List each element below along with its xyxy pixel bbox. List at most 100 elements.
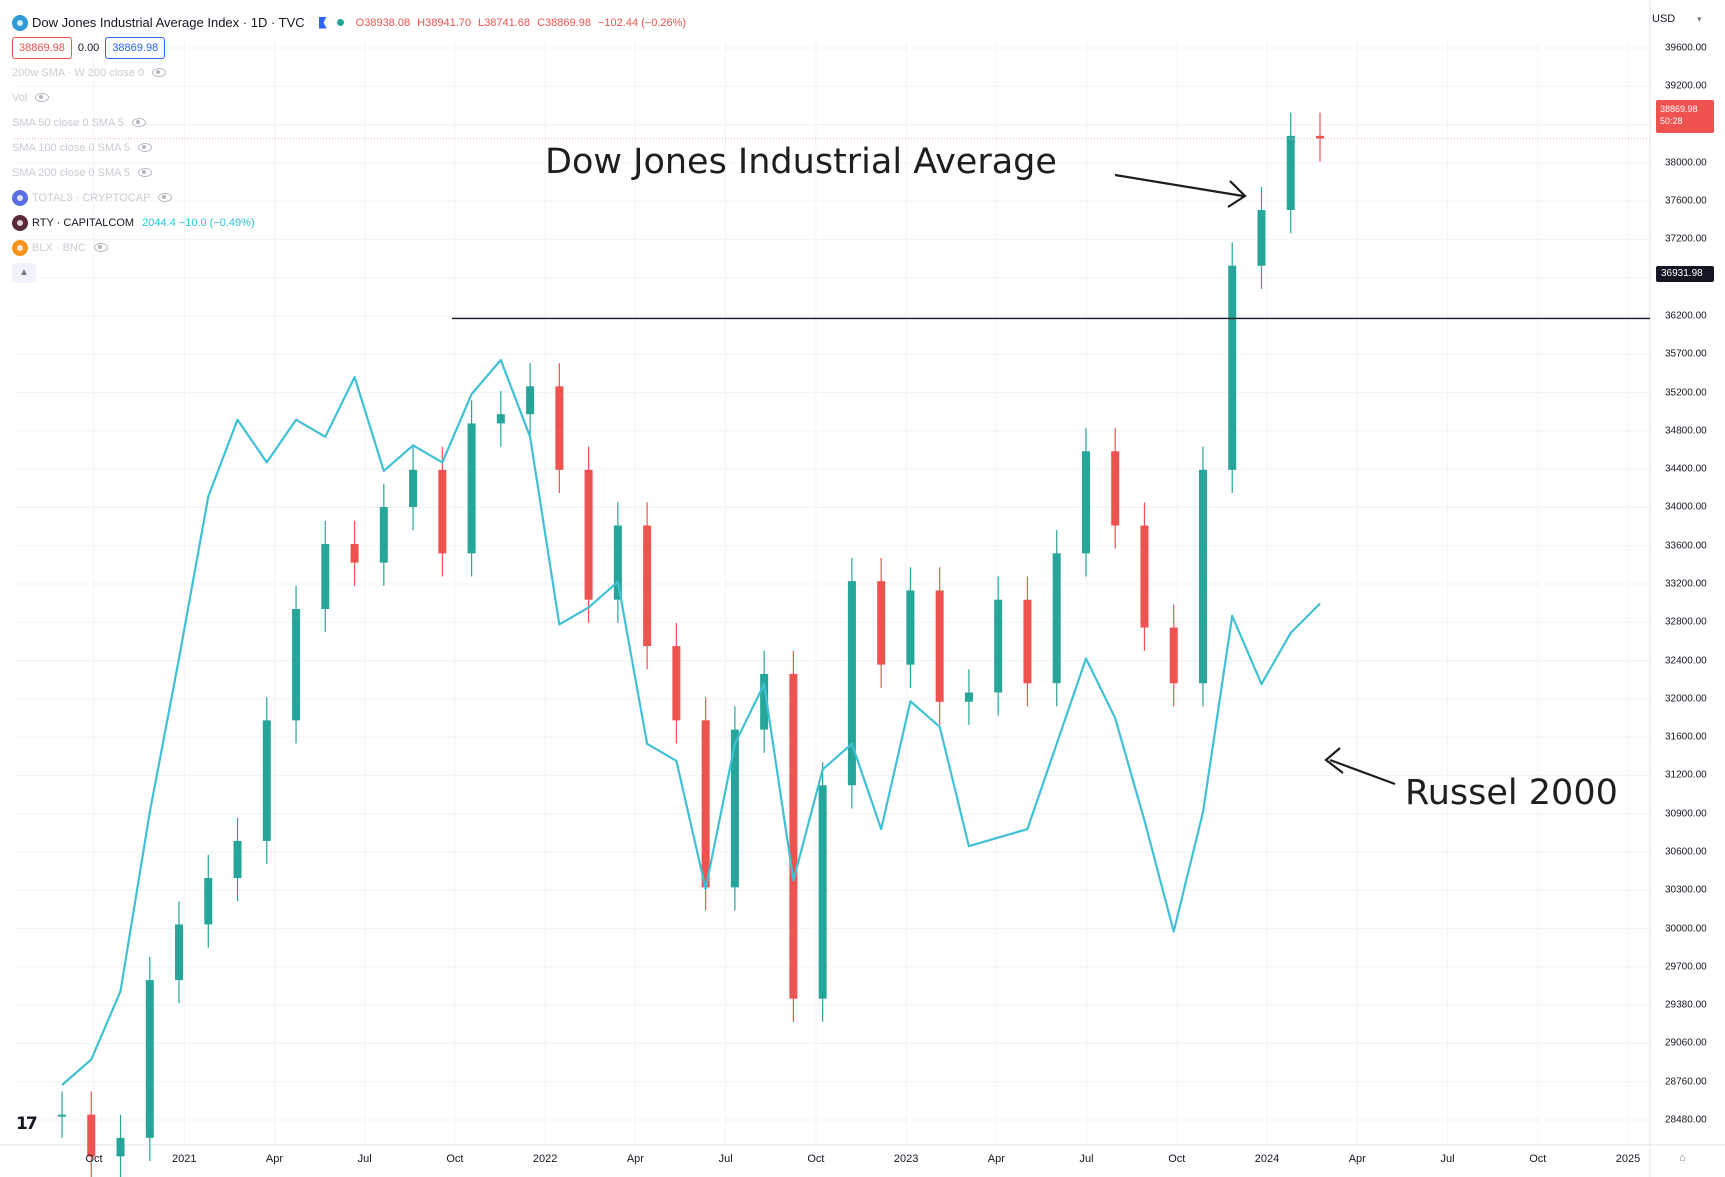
candle-body bbox=[818, 785, 827, 999]
candle-body bbox=[145, 980, 154, 1138]
main-series-row[interactable]: Dow Jones Industrial Average Index · 1D … bbox=[12, 10, 690, 35]
time-tick-label: 2021 bbox=[171, 1153, 197, 1165]
indicator-row[interactable]: RTY · CAPITALCOM 2044.4 −10.0 (−0.49%) bbox=[12, 210, 690, 235]
tradingview-logo[interactable]: 17 bbox=[16, 1114, 38, 1134]
collapse-legend-button[interactable]: ▲ bbox=[12, 262, 36, 283]
price-tick-label: 34000.00 bbox=[1665, 501, 1707, 513]
chevron-down-icon[interactable]: ▾ bbox=[1697, 14, 1702, 24]
eye-icon[interactable] bbox=[131, 118, 146, 127]
indicator-row[interactable]: Vol bbox=[12, 85, 690, 110]
candle-body bbox=[379, 506, 388, 563]
candle-body bbox=[760, 673, 769, 730]
candle-body bbox=[175, 924, 184, 981]
eye-icon[interactable] bbox=[35, 93, 50, 102]
rty-value: 2044.4 −10.0 (−0.49%) bbox=[142, 216, 255, 229]
dji-symbol-icon bbox=[12, 14, 28, 31]
time-tick-label: Jul bbox=[1079, 1153, 1094, 1165]
collapse-row: ▲ bbox=[12, 260, 690, 285]
candle-body bbox=[906, 590, 915, 665]
russell-series bbox=[61, 358, 1321, 1086]
scale-settings-icon[interactable]: ⌂ bbox=[1679, 1152, 1686, 1164]
indicator-row[interactable]: BLX · BNC bbox=[12, 235, 690, 260]
candle-body bbox=[789, 673, 798, 999]
price-tick-label: 37200.00 bbox=[1665, 233, 1707, 245]
indicator-label: Vol bbox=[12, 91, 28, 104]
candle-body bbox=[58, 1114, 66, 1117]
time-tick-label: Apr bbox=[265, 1153, 284, 1165]
time-tick-label: Oct bbox=[1529, 1153, 1547, 1165]
candle-body bbox=[701, 720, 710, 888]
russell-line[interactable] bbox=[61, 358, 1321, 1086]
indicator-row[interactable]: SMA 50 close 0 SMA 5 bbox=[12, 110, 690, 135]
candle-body bbox=[1228, 265, 1237, 470]
indicator-label: RTY · CAPITALCOM bbox=[32, 216, 135, 229]
symbol-title[interactable]: Dow Jones Industrial Average Index · 1D … bbox=[32, 14, 305, 30]
candle-body bbox=[233, 840, 242, 879]
sell-button[interactable]: 38869.98 bbox=[12, 36, 72, 59]
price-tick-label: 39600.00 bbox=[1665, 42, 1707, 54]
time-tick-label: Oct bbox=[446, 1153, 464, 1165]
time-tick-label: Apr bbox=[1348, 1153, 1366, 1165]
price-tick-label: 31200.00 bbox=[1665, 769, 1707, 781]
price-tick-label: 30900.00 bbox=[1665, 808, 1707, 820]
indicator-label: 200w SMA · W 200 close 0 bbox=[12, 66, 145, 79]
eye-icon[interactable] bbox=[152, 68, 167, 77]
indicator-row[interactable]: TOTAL3 · CRYPTOCAP bbox=[12, 185, 690, 210]
candle-body bbox=[496, 414, 505, 424]
time-tick-label: Jul bbox=[1440, 1153, 1455, 1165]
spread-value: 0.00 bbox=[77, 41, 100, 54]
candle-body bbox=[409, 469, 418, 507]
price-tick-label: 33600.00 bbox=[1665, 540, 1707, 552]
candle-body bbox=[204, 878, 213, 925]
indicator-row[interactable]: 200w SMA · W 200 close 0 bbox=[12, 60, 690, 85]
time-tick-label: Oct bbox=[1168, 1153, 1186, 1165]
price-tick-label: 37600.00 bbox=[1665, 195, 1707, 207]
indicator-row[interactable]: SMA 100 close 0 SMA 5 bbox=[12, 135, 690, 160]
buy-button[interactable]: 38869.98 bbox=[105, 36, 166, 59]
price-tick-label: 29060.00 bbox=[1665, 1037, 1707, 1049]
candle-body bbox=[292, 609, 301, 721]
time-tick-label: Apr bbox=[626, 1153, 644, 1165]
flag-icon[interactable] bbox=[318, 16, 327, 29]
price-tick-label: 29700.00 bbox=[1665, 961, 1707, 973]
dji-annotation: Dow Jones Industrial Average bbox=[545, 142, 1057, 182]
russell-arrow-shaft bbox=[1329, 758, 1396, 786]
price-tick-label: 28760.00 bbox=[1665, 1076, 1707, 1088]
price-tick-label: 30600.00 bbox=[1665, 846, 1707, 858]
candle-body bbox=[1257, 210, 1266, 266]
time-tick-label: Oct bbox=[85, 1153, 103, 1165]
high-value: H38941.70 bbox=[417, 16, 471, 29]
dji-candles bbox=[58, 112, 1324, 1177]
candle-body bbox=[1052, 553, 1061, 684]
price-tick-label: 33200.00 bbox=[1665, 578, 1707, 590]
candle-body bbox=[994, 599, 1003, 693]
time-tick-label: 2024 bbox=[1254, 1153, 1280, 1165]
price-tick-label: 35200.00 bbox=[1665, 387, 1707, 399]
indicator-label: SMA 200 close 0 SMA 5 bbox=[12, 166, 131, 179]
time-tick-label: 2022 bbox=[532, 1153, 558, 1165]
eye-icon[interactable] bbox=[138, 143, 153, 152]
rty-symbol-icon bbox=[12, 214, 28, 231]
price-tick-label: 36200.00 bbox=[1665, 310, 1707, 322]
indicator-label: TOTAL3 · CRYPTOCAP bbox=[32, 191, 151, 204]
eye-icon[interactable] bbox=[138, 168, 153, 177]
last-price-label: 38869.98 50:28 bbox=[1656, 100, 1714, 133]
blx-symbol-icon bbox=[12, 239, 28, 256]
price-tick-label: 32800.00 bbox=[1665, 616, 1707, 628]
ohlc-values: O38938.08 H38941.70 L38741.68 C38869.98 … bbox=[356, 15, 690, 31]
indicator-row[interactable]: SMA 200 close 0 SMA 5 bbox=[12, 160, 690, 185]
currency-selector[interactable]: USD bbox=[1652, 13, 1676, 25]
candle-body bbox=[1140, 525, 1149, 628]
candle-body bbox=[87, 1114, 96, 1157]
dji-arrow-shaft bbox=[1114, 173, 1244, 198]
eye-icon[interactable] bbox=[158, 193, 173, 202]
candle-body bbox=[584, 469, 593, 600]
candle-body bbox=[555, 386, 564, 470]
eye-icon[interactable] bbox=[93, 243, 108, 252]
candle-body bbox=[1111, 451, 1120, 526]
candle-body bbox=[116, 1137, 125, 1157]
candle-body bbox=[1169, 627, 1178, 684]
time-tick-label: 2025 bbox=[1615, 1153, 1641, 1165]
